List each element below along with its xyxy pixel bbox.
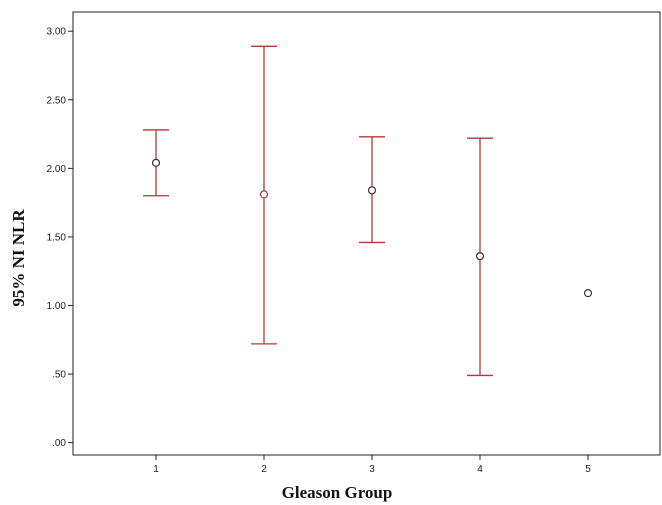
y-tick-label: .00 xyxy=(52,438,66,449)
y-tick-label: 1.00 xyxy=(47,301,67,312)
x-axis-ticks: 1 2 3 4 5 xyxy=(153,455,591,475)
mean-marker xyxy=(583,289,593,298)
y-tick-label: 3.00 xyxy=(47,27,67,38)
error-bar-series xyxy=(143,45,593,377)
x-axis-title: Gleason Group xyxy=(282,483,393,502)
x-tick-label: 2 xyxy=(261,464,267,475)
mean-marker xyxy=(367,186,377,195)
y-tick-label: .50 xyxy=(52,370,66,381)
mean-marker xyxy=(259,190,269,199)
y-tick-label: 1.50 xyxy=(47,232,67,243)
x-tick-label: 5 xyxy=(585,464,591,475)
mean-marker xyxy=(475,252,485,261)
x-tick-label: 3 xyxy=(369,464,375,475)
x-tick-label: 1 xyxy=(153,464,159,475)
y-axis-ticks: .00 .50 1.00 1.50 2.00 2.50 3.00 xyxy=(47,27,73,449)
y-tick-label: 2.50 xyxy=(47,95,67,106)
y-axis-title: 95% NI NLR xyxy=(9,209,28,307)
y-tick-label: 2.00 xyxy=(47,164,67,175)
mean-marker xyxy=(151,158,161,167)
x-tick-label: 4 xyxy=(477,464,483,475)
plot-frame xyxy=(72,11,661,456)
